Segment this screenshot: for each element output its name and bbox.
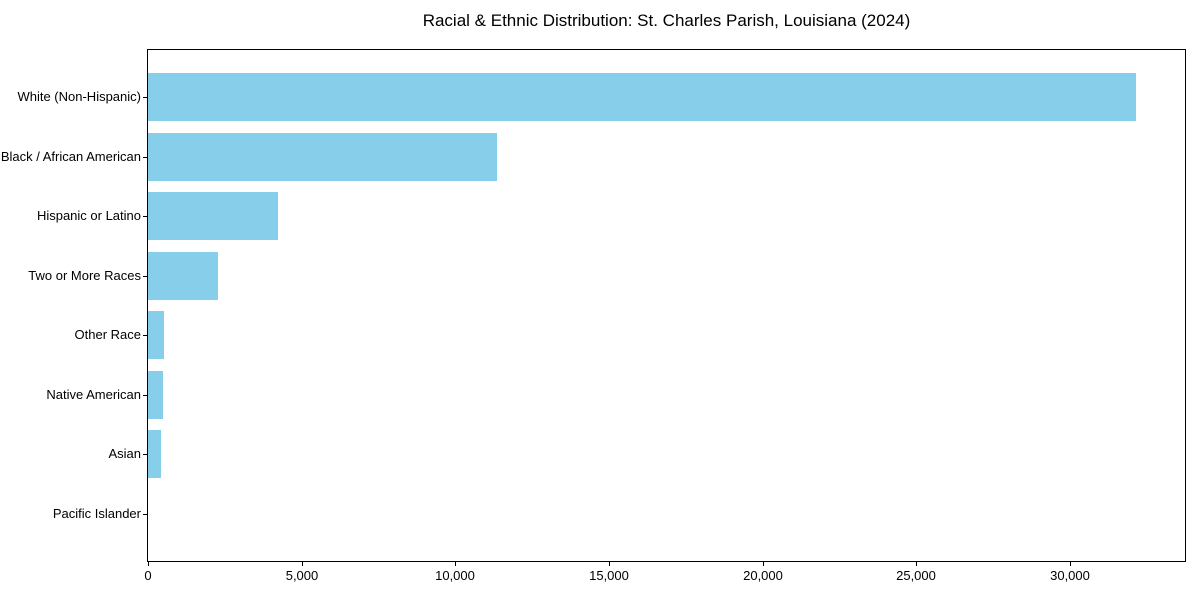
- x-tick-label: 30,000: [1050, 568, 1090, 583]
- y-tick-mark: [143, 395, 148, 396]
- y-tick-mark: [143, 514, 148, 515]
- y-tick-mark: [143, 97, 148, 98]
- x-tick-mark: [148, 561, 149, 566]
- y-tick-label: Black / African American: [0, 149, 141, 164]
- x-tick-mark: [609, 561, 610, 566]
- y-tick-label: Other Race: [74, 327, 141, 342]
- bar: [148, 430, 161, 478]
- y-tick-mark: [143, 157, 148, 158]
- x-tick-mark: [916, 561, 917, 566]
- x-tick-mark: [1070, 561, 1071, 566]
- y-tick-mark: [143, 454, 148, 455]
- plot-area: [147, 49, 1186, 562]
- y-tick-label: Hispanic or Latino: [36, 208, 141, 223]
- y-tick-label: Asian: [108, 446, 141, 461]
- bar: [148, 311, 164, 359]
- y-tick-label: Two or More Races: [28, 268, 141, 283]
- x-tick-label: 5,000: [285, 568, 319, 583]
- y-tick-label: White (Non-Hispanic): [17, 89, 141, 104]
- bar: [148, 133, 497, 181]
- x-tick-label: 20,000: [743, 568, 783, 583]
- x-tick-label: 10,000: [435, 568, 475, 583]
- x-tick-label: 0: [144, 568, 152, 583]
- chart-title: Racial & Ethnic Distribution: St. Charle…: [422, 11, 911, 30]
- y-tick-mark: [143, 216, 148, 217]
- y-tick-mark: [143, 335, 148, 336]
- y-tick-label: Pacific Islander: [52, 506, 141, 521]
- x-tick-label: 15,000: [589, 568, 629, 583]
- x-tick-mark: [763, 561, 764, 566]
- y-tick-label: Native American: [46, 387, 141, 402]
- bar: [148, 371, 163, 419]
- bar: [148, 252, 218, 300]
- x-tick-mark: [455, 561, 456, 566]
- x-tick-label: 25,000: [896, 568, 936, 583]
- bar: [148, 192, 278, 240]
- bar: [148, 73, 1136, 121]
- y-tick-mark: [143, 276, 148, 277]
- x-tick-mark: [302, 561, 303, 566]
